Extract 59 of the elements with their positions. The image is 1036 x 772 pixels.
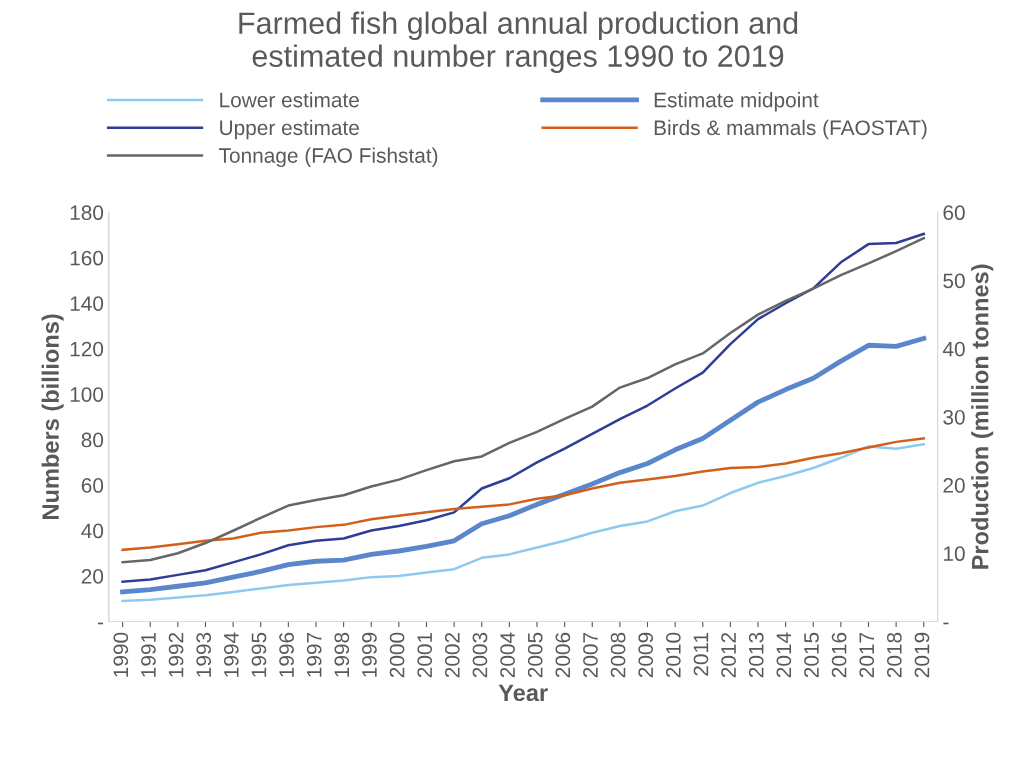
line-series <box>121 442 926 603</box>
line-series <box>120 336 927 595</box>
x-tick-label: 2002 <box>444 632 460 678</box>
legend-label: Estimate midpoint <box>654 92 819 112</box>
legend-label: Lower estimate <box>220 92 359 108</box>
x-tick-label: 1990 <box>113 632 129 677</box>
y-tick-label: 180 <box>70 205 104 221</box>
x-tick-label: 2011 <box>693 632 709 676</box>
x-tick-label: 1999 <box>362 632 377 677</box>
x-tick-label: 1992 <box>168 632 184 677</box>
y-tick-label: 140 <box>70 296 104 311</box>
y2-tick-label: 30 <box>943 409 965 425</box>
y2-tick-label: 10 <box>944 546 965 562</box>
y-tick-label: 60 <box>81 478 104 493</box>
y-tick-label: 160 <box>70 250 104 266</box>
x-tick-label: 2019 <box>914 632 930 678</box>
x-tick-label: 2010 <box>665 632 681 678</box>
x-tick-label: 1993 <box>196 632 212 677</box>
x-tick-label: 1998 <box>334 632 350 677</box>
y2-tick-label: 60 <box>943 205 965 221</box>
legend-label: Upper estimate <box>220 119 359 140</box>
y-tick-label: - <box>97 622 103 625</box>
y2-tick-label: 20 <box>943 478 965 493</box>
y-tick-label: 40 <box>81 523 104 539</box>
x-tick-label: 2009 <box>638 632 654 678</box>
x-axis-title: Year <box>498 684 548 702</box>
x-tick-label: 2013 <box>748 632 764 678</box>
x-tick-label: 1994 <box>223 632 239 677</box>
line-series <box>121 437 926 552</box>
y-tick-label: 120 <box>70 341 104 357</box>
x-tick-label: 1997 <box>306 632 322 677</box>
y2-tick-label: 40 <box>942 341 965 357</box>
y-tick-label: 20 <box>81 569 104 584</box>
x-tick-label: 2018 <box>886 632 902 678</box>
legend-label: Birds & mammals (FAOSTAT) <box>654 119 927 140</box>
y-tick-label: 100 <box>70 387 104 402</box>
x-tick-label: 2007 <box>583 632 598 678</box>
x-tick-label: 2000 <box>389 632 405 678</box>
x-tick-label: 2005 <box>527 632 543 678</box>
x-tick-label: 2008 <box>610 632 626 678</box>
y-axis-title: Numbers (billions) <box>41 314 64 519</box>
x-tick-label: 1991 <box>141 632 156 677</box>
y2-axis-title: Production (million tonnes) <box>971 264 994 569</box>
x-tick-label: 2003 <box>472 632 488 678</box>
y-tick-label: 80 <box>81 432 104 448</box>
y2-tick-label: 50 <box>943 273 965 289</box>
x-tick-label: 1995 <box>251 632 267 677</box>
x-tick-label: 2017 <box>859 632 875 678</box>
x-tick-label: 2004 <box>500 632 515 678</box>
chart-title: Farmed fish global annual production and estimated number ranges 1990 to 2019 <box>239 11 798 73</box>
x-tick-label: 2015 <box>804 632 819 678</box>
x-tick-label: 2006 <box>555 632 571 678</box>
x-tick-label: 2016 <box>831 632 847 678</box>
x-tick-label: 2001 <box>417 632 433 678</box>
x-tick-label: 2012 <box>721 632 736 678</box>
x-tick-label: 1996 <box>279 632 294 677</box>
legend-label: Tonnage (FAO Fishstat) <box>219 147 438 168</box>
y2-tick-label: - <box>943 622 949 625</box>
x-tick-label: 2014 <box>776 632 792 678</box>
